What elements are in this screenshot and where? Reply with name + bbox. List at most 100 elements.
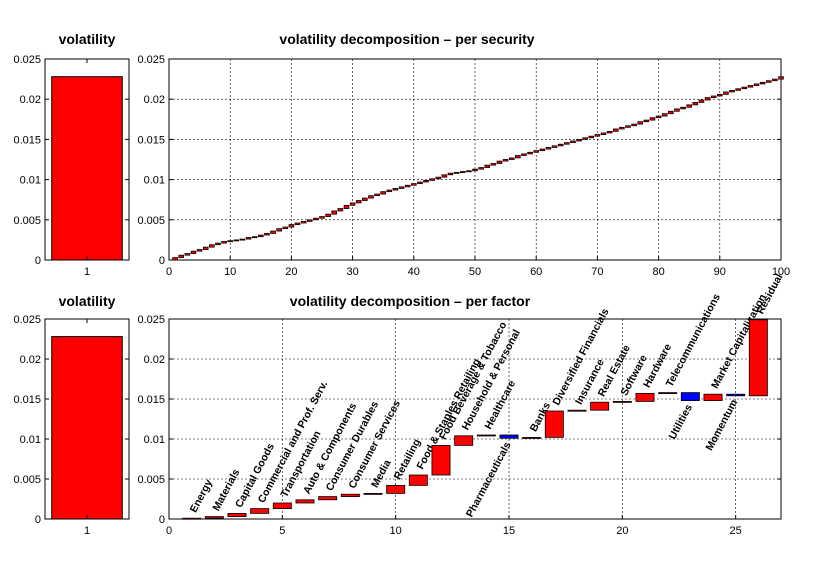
bottom-volatility-title: volatility xyxy=(59,293,116,309)
per-factor-bar xyxy=(431,444,451,476)
per-security-step xyxy=(184,253,191,256)
per-security-step xyxy=(294,222,301,226)
per-security-step xyxy=(386,189,393,193)
per-factor-bar xyxy=(658,392,678,395)
per-security-step xyxy=(710,95,717,98)
per-security-step xyxy=(631,123,637,127)
per-security-step xyxy=(478,167,484,170)
per-security-step xyxy=(521,153,527,156)
per-security-step xyxy=(343,204,350,209)
per-security-step xyxy=(778,76,784,80)
per-security-step xyxy=(282,226,289,230)
top-volatility-ytick-label: 0.005 xyxy=(13,215,41,227)
per-factor-ytick-label: 0.015 xyxy=(137,394,165,406)
per-factor-bar xyxy=(544,410,564,438)
bottom-volatility-ytick-label: 0.02 xyxy=(20,354,41,366)
per-security-step xyxy=(717,93,723,97)
per-security-step xyxy=(172,257,178,261)
top-volatility-ytick-label: 0.01 xyxy=(20,175,41,187)
per-security-xtick-label: 60 xyxy=(530,266,542,278)
per-security-step xyxy=(215,242,221,246)
per-factor-bar xyxy=(567,409,587,412)
per-security-step xyxy=(417,181,423,185)
per-security-step xyxy=(404,184,411,188)
per-security-step xyxy=(765,80,772,83)
per-security-step xyxy=(196,249,203,252)
per-security-step xyxy=(490,163,497,166)
per-security-ytick-label: 0.015 xyxy=(137,134,165,146)
per-factor-bar xyxy=(250,508,270,514)
per-factor-bar xyxy=(454,435,474,446)
per-security-xtick-label: 10 xyxy=(224,266,236,278)
per-factor-bar xyxy=(204,516,224,519)
per-security-step xyxy=(686,104,692,108)
per-factor-bar xyxy=(680,392,700,402)
per-factor-bar xyxy=(726,393,746,397)
per-factor-xtick-label: 0 xyxy=(166,525,172,537)
per-security-step xyxy=(619,126,625,130)
per-factor-bar xyxy=(522,436,542,439)
per-security-step xyxy=(692,102,699,106)
per-security-step xyxy=(588,135,595,139)
per-security-ytick-label: 0.01 xyxy=(144,175,165,187)
per-factor-ytick-label: 0.02 xyxy=(144,354,165,366)
top-volatility-ytick-label: 0.02 xyxy=(20,94,41,106)
per-security-step xyxy=(674,108,680,112)
per-security-step xyxy=(533,150,539,153)
per-factor-bar xyxy=(590,401,610,411)
per-security-step xyxy=(741,86,748,90)
per-security-xtick-label: 90 xyxy=(714,266,726,278)
per-security-step xyxy=(221,241,227,244)
per-security-step xyxy=(319,216,325,219)
per-security-xtick-label: 30 xyxy=(346,266,358,278)
per-security-step xyxy=(300,221,307,224)
per-security-step xyxy=(441,174,448,178)
per-security-step xyxy=(313,217,319,221)
top-volatility-ytick-label: 0 xyxy=(35,255,41,267)
per-security-step xyxy=(355,200,362,204)
per-security-step xyxy=(392,188,399,191)
per-factor-bar xyxy=(227,513,247,518)
per-security-panel: volatility decomposition – per security … xyxy=(137,31,790,278)
per-security-step xyxy=(698,99,705,103)
per-security-step xyxy=(661,113,668,117)
per-factor-bar xyxy=(635,392,655,402)
per-security-step xyxy=(227,240,234,243)
per-security-step xyxy=(551,145,558,148)
per-security-ytick-label: 0 xyxy=(159,255,165,267)
bottom-volatility-ytick-label: 0 xyxy=(35,514,41,526)
per-security-step xyxy=(423,180,429,183)
per-factor-bar xyxy=(386,484,406,494)
per-factor-ytick-label: 0.005 xyxy=(137,474,165,486)
per-security-step xyxy=(178,254,185,258)
per-security-step xyxy=(459,171,466,173)
per-security-step xyxy=(288,224,295,228)
per-factor-bar xyxy=(295,499,315,504)
per-security-step xyxy=(753,83,760,86)
per-security-step xyxy=(772,78,778,82)
per-factor-panel: volatility decomposition – per factor 0 0… xyxy=(137,272,785,537)
per-security-step xyxy=(362,197,368,201)
per-factor-xtick-label: 15 xyxy=(503,525,515,537)
per-security-step xyxy=(612,128,619,132)
per-security-step xyxy=(625,125,631,128)
per-security-xtick-label: 80 xyxy=(652,266,664,278)
per-factor-title: volatility decomposition – per factor xyxy=(290,293,531,309)
per-security-step xyxy=(680,106,686,110)
per-security-step xyxy=(257,234,264,238)
per-security-step xyxy=(435,176,442,180)
per-security-step xyxy=(306,219,313,222)
per-factor-bar xyxy=(748,319,768,397)
per-security-step xyxy=(576,138,582,142)
top-volatility-ytick-label: 0.025 xyxy=(13,54,41,66)
per-security-xtick-label: 50 xyxy=(469,266,481,278)
per-factor-bar xyxy=(408,474,428,486)
bottom-volatility-ytick-label: 0.005 xyxy=(13,474,41,486)
per-security-ytick-label: 0.02 xyxy=(144,94,165,106)
top-volatility-ytick-label: 0.015 xyxy=(13,134,41,146)
per-security-step xyxy=(747,85,754,88)
per-security-step xyxy=(190,250,197,254)
per-security-step xyxy=(398,186,405,189)
per-security-step xyxy=(649,117,656,121)
top-volatility-panel: volatility 0 0.005 0.01 0.015 0.02 0.025 1 xyxy=(13,31,130,278)
